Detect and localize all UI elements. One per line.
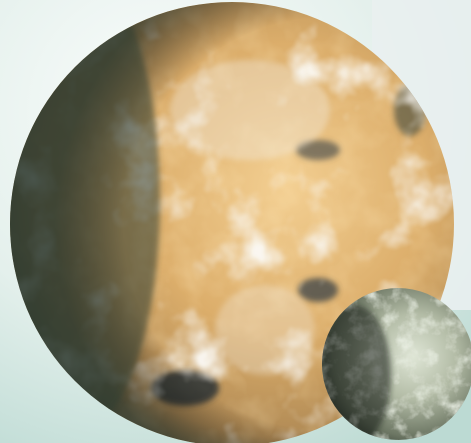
moon <box>322 288 471 440</box>
